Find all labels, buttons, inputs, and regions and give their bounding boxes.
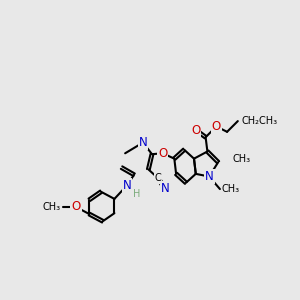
Text: O: O [191, 124, 200, 136]
Text: CH₂CH₃: CH₂CH₃ [242, 116, 278, 126]
Text: N: N [161, 182, 170, 195]
Text: CH₃: CH₃ [43, 202, 61, 212]
Text: CH₃: CH₃ [222, 184, 240, 194]
Text: N: N [122, 179, 131, 192]
Text: O: O [212, 120, 221, 133]
Text: C: C [155, 173, 162, 183]
Text: N: N [205, 170, 214, 183]
Text: H: H [133, 189, 140, 200]
Text: O: O [71, 200, 81, 213]
Text: O: O [158, 147, 167, 160]
Text: N: N [139, 136, 147, 149]
Text: CH₃: CH₃ [232, 154, 250, 164]
